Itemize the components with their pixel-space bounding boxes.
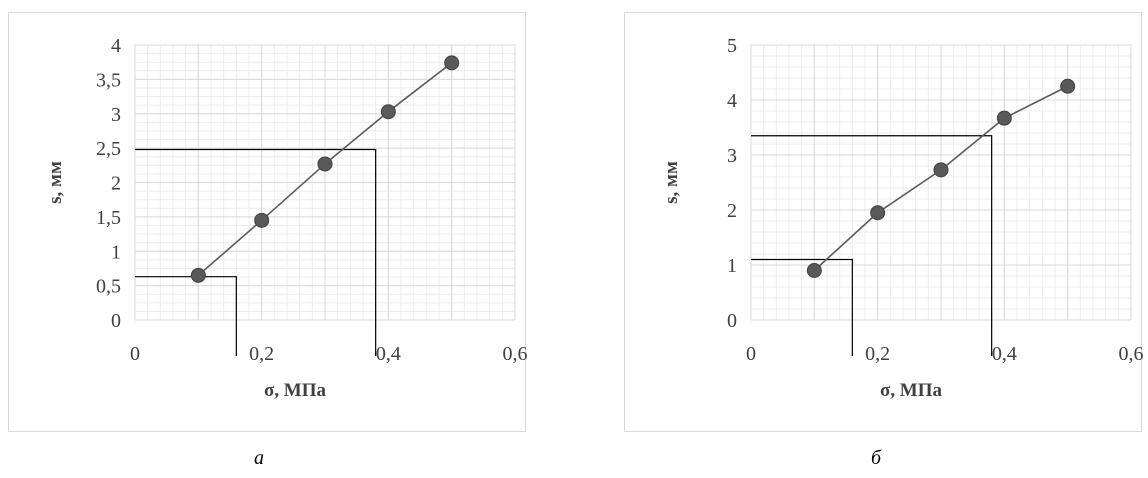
chart-a-y-tick-label: 3 (111, 104, 121, 126)
chart-a-y-tick-label: 3,5 (96, 69, 121, 91)
chart-a-data-point (317, 156, 333, 172)
chart-b-data-point (1060, 78, 1076, 94)
chart-a-data-point (254, 212, 270, 228)
chart-b: 0 1 2 3 4 5 0 0,2 0,4 0,6 σ, МПа s, мм (624, 12, 1144, 432)
chart-a-y-tick-label: 1,5 (96, 207, 121, 229)
chart-b-y-axis-title: s, мм (661, 161, 682, 204)
chart-a-y-tick-label: 2,5 (96, 138, 121, 160)
chart-b-y-tick-label: 5 (727, 35, 737, 57)
chart-b-data-point (806, 263, 822, 278)
chart-a: 0 0,5 1 1,5 2 2,5 3 3,5 4 0 0,2 0,4 0,6 σ, МПа s, мм (8, 12, 528, 432)
chart-a-data-point (190, 267, 206, 283)
chart-a-x-tick-label: 0,6 (503, 343, 528, 365)
chart-a-y-tick-label: 0,5 (96, 276, 121, 298)
chart-a-y-tick-label: 4 (111, 35, 121, 57)
chart-a-major-grid (134, 44, 516, 321)
chart-b-data-point (996, 110, 1012, 126)
chart-b-y-tick-label: 2 (727, 200, 737, 222)
chart-a-reference-line-2 (135, 148, 377, 356)
chart-a-data-point (380, 104, 396, 120)
chart-b-reference-line-1 (751, 258, 853, 356)
chart-b-x-tick-label: 0 (746, 343, 756, 365)
chart-b-caption: б (870, 447, 882, 469)
chart-a-plot: 0 0,5 1 1,5 2 2,5 3 3,5 4 0 0,2 0,4 0,6 σ, МПа s, мм (45, 35, 528, 401)
chart-b-x-tick-label: 0,2 (865, 343, 890, 365)
chart-a-x-tick-label: 0 (130, 343, 140, 365)
chart-b-x-tick-label: 0,6 (1119, 343, 1144, 365)
chart-b-data-point (933, 162, 949, 178)
chart-b-y-tick-label: 1 (727, 255, 737, 277)
chart-a-x-axis-title: σ, МПа (264, 380, 327, 401)
chart-a-y-axis-title: s, мм (45, 161, 66, 204)
chart-a-y-tick-label: 0 (111, 310, 121, 332)
chart-b-y-tick-label: 4 (727, 90, 737, 112)
chart-b-x-tick-label: 0,4 (992, 343, 1017, 365)
chart-b-y-tick-label: 0 (727, 310, 737, 332)
chart-a-caption: а (254, 447, 264, 469)
chart-b-data-point (870, 205, 886, 221)
chart-a-reference-line-1 (135, 276, 237, 356)
chart-a-y-tick-label: 1 (111, 241, 121, 263)
chart-b-reference-line-2 (751, 135, 993, 356)
chart-b-major-grid (750, 44, 1132, 321)
chart-b-y-tick-label: 3 (727, 145, 737, 167)
chart-a-data-point (444, 55, 460, 71)
chart-b-x-axis-title: σ, МПа (880, 380, 943, 401)
chart-b-plot: 0 1 2 3 4 5 0 0,2 0,4 0,6 σ, МПа s, мм (661, 35, 1144, 401)
chart-a-x-tick-label: 0,4 (376, 343, 401, 365)
chart-a-x-tick-label: 0,2 (249, 343, 274, 365)
chart-a-y-tick-label: 2 (111, 173, 121, 195)
